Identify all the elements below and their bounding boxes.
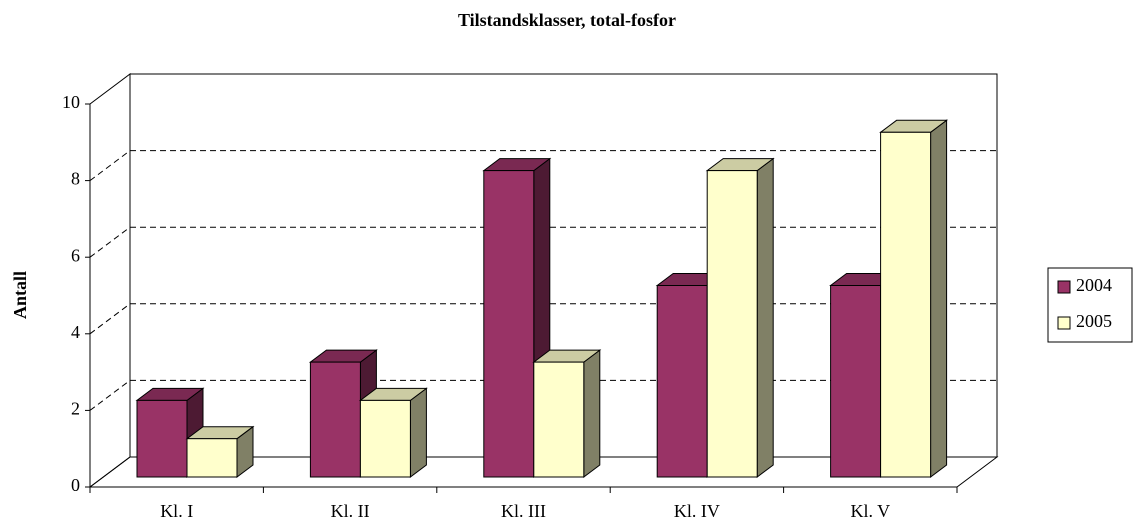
bar-side (930, 119, 948, 478)
bar (533, 361, 585, 478)
bar (136, 399, 188, 478)
x-tick-label: Kl. II (331, 501, 370, 521)
grid-line (89, 150, 131, 182)
x-tick-label: Kl. I (160, 501, 193, 521)
y-tick-label: 10 (62, 92, 80, 112)
y-axis-label: Antall (10, 271, 30, 319)
floor (88, 456, 999, 488)
bar (186, 438, 238, 478)
y-tick-label: 2 (71, 399, 80, 419)
legend-label: 2004 (1076, 275, 1112, 295)
bar (309, 361, 361, 478)
side-wall (89, 73, 131, 488)
bar-side (409, 387, 427, 478)
bar (483, 170, 535, 478)
bar (830, 285, 882, 478)
y-tick-label: 4 (71, 322, 80, 342)
bar (706, 170, 758, 478)
y-tick-label: 6 (71, 245, 80, 265)
x-tick-label: Kl. III (501, 501, 546, 521)
y-tick-label: 0 (71, 475, 80, 495)
legend-swatch (1057, 316, 1071, 330)
x-tick-label: Kl. IV (674, 501, 720, 521)
chart-title: Tilstandsklasser, total-fosfor (458, 10, 676, 30)
bar (880, 131, 932, 478)
y-tick-label: 8 (71, 169, 80, 189)
legend-label: 2005 (1076, 311, 1112, 331)
grid-line (89, 379, 131, 411)
bar (656, 285, 708, 478)
bar (359, 399, 411, 478)
legend-box (1047, 267, 1133, 343)
bar-side (583, 349, 601, 478)
bar-side (756, 157, 774, 478)
x-tick-label: Kl. V (850, 501, 890, 521)
grid-line (89, 303, 131, 335)
legend-swatch (1057, 280, 1071, 294)
grid-line (89, 226, 131, 258)
